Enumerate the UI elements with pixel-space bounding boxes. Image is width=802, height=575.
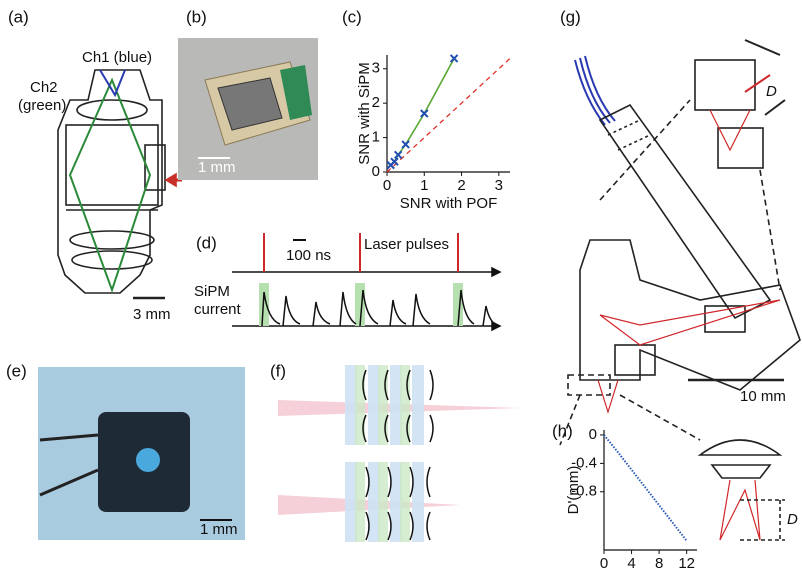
x-tick-label: 3 xyxy=(495,177,503,194)
ch1-label: Ch1 (blue) xyxy=(82,49,152,66)
data-line xyxy=(604,435,687,541)
x-axis-label: SNR with POF xyxy=(400,195,498,212)
figure: (a) (b) (c) (d) (e) (f) (g) (h) Ch1 (blu… xyxy=(0,0,802,575)
time-scale: 100 ns xyxy=(286,247,331,264)
panel-label: (c) xyxy=(342,7,362,26)
d-label: D xyxy=(766,83,777,100)
panel-label: (d) xyxy=(196,233,217,252)
sensor-photo xyxy=(38,367,245,540)
ch2-label: (green) xyxy=(18,97,66,114)
ch2-label: Ch2 xyxy=(30,79,58,96)
x-tick-label: 12 xyxy=(678,555,695,572)
y-axis-label: SNR with SiPM xyxy=(356,62,373,165)
x-tick-label: 8 xyxy=(655,555,663,572)
reference-line xyxy=(387,58,510,172)
panel-label: (b) xyxy=(186,7,207,26)
x-tick-label: 1 xyxy=(420,177,428,194)
current-label: SiPM xyxy=(194,283,230,300)
panel-label: (f) xyxy=(270,361,286,380)
scale-label: 1 mm xyxy=(200,521,238,538)
d-label: D xyxy=(787,511,798,528)
x-tick-label: 0 xyxy=(600,555,608,572)
marker xyxy=(402,141,409,148)
marker xyxy=(421,110,428,117)
marker xyxy=(391,158,398,165)
lens-diagram xyxy=(278,365,520,542)
scale-label: 1 mm xyxy=(198,159,236,176)
marker xyxy=(451,55,458,62)
probe-drawing xyxy=(58,70,182,298)
x-tick-label: 0 xyxy=(383,177,391,194)
panel-label: (a) xyxy=(8,7,29,26)
scale-label: 3 mm xyxy=(133,306,171,323)
scale-label: 10 mm xyxy=(740,388,786,405)
y-axis-label: D'(mm) xyxy=(565,466,582,515)
x-tick-label: 4 xyxy=(627,555,635,572)
panel-label: (e) xyxy=(6,361,27,380)
marker xyxy=(395,151,402,158)
pulses-label: Laser pulses xyxy=(364,236,449,253)
panel-label: (h) xyxy=(552,421,573,440)
x-tick-label: 2 xyxy=(457,177,465,194)
y-tick-label: 0 xyxy=(589,426,597,443)
current-label: current xyxy=(194,301,242,318)
panel-label: (g) xyxy=(560,7,581,26)
